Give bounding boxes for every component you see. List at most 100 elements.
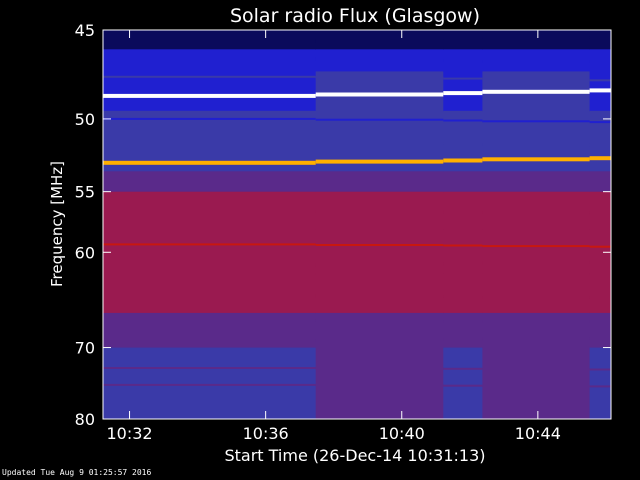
background-cell xyxy=(482,273,591,314)
band-line xyxy=(443,384,483,387)
band-line xyxy=(103,383,316,386)
band-line xyxy=(443,142,483,145)
background-cell xyxy=(589,30,611,50)
band-line xyxy=(443,262,483,265)
band-line xyxy=(482,78,590,81)
background-cell xyxy=(315,110,444,151)
background-cell xyxy=(103,30,317,50)
background-cell xyxy=(443,229,483,275)
band-line xyxy=(103,243,316,246)
background-cell xyxy=(443,171,483,193)
band-line xyxy=(589,337,611,340)
band-line xyxy=(482,320,590,323)
background-cell xyxy=(589,49,611,72)
band-line xyxy=(589,144,611,147)
band-line xyxy=(315,319,444,322)
background-cell xyxy=(589,149,611,172)
band-line xyxy=(103,294,316,297)
band-line xyxy=(482,368,590,371)
band-line xyxy=(482,60,590,63)
background-cell xyxy=(589,229,611,275)
band-line xyxy=(482,157,590,162)
background-cell xyxy=(103,385,317,419)
band-line xyxy=(589,88,611,93)
background-cell xyxy=(443,273,483,314)
y-tick-label: 70 xyxy=(75,339,95,358)
band-line xyxy=(443,338,483,341)
band-line xyxy=(589,385,611,388)
band-line xyxy=(482,245,590,248)
background-cell xyxy=(103,49,317,72)
band-line xyxy=(103,93,316,98)
band-line xyxy=(103,339,316,342)
band-line xyxy=(315,295,444,298)
band-line xyxy=(315,39,444,42)
band-line xyxy=(482,211,590,214)
band-line xyxy=(589,368,611,371)
background-cell xyxy=(589,191,611,230)
background-cell xyxy=(315,49,444,72)
background-cell xyxy=(315,347,444,387)
band-line xyxy=(482,296,590,299)
band-line xyxy=(589,245,611,248)
background-cell xyxy=(482,385,591,419)
band-line xyxy=(589,79,611,82)
background-cell xyxy=(589,110,611,151)
band-line xyxy=(315,384,444,387)
background-cell xyxy=(103,171,317,193)
background-cell xyxy=(315,273,444,314)
background-cell xyxy=(103,273,317,314)
band-line xyxy=(589,61,611,64)
band-line xyxy=(315,367,444,370)
band-line xyxy=(482,36,590,39)
band-line xyxy=(589,34,611,37)
y-tick-label: 55 xyxy=(75,183,95,202)
band-line xyxy=(315,244,444,246)
band-line xyxy=(103,75,316,78)
background-cell xyxy=(315,312,444,349)
band-line xyxy=(589,260,611,263)
background-cell xyxy=(443,191,483,230)
background-cell xyxy=(443,30,483,50)
background-cell xyxy=(482,171,591,193)
band-line xyxy=(103,141,316,144)
x-axis-label: Start Time (26-Dec-14 10:31:13) xyxy=(224,446,485,465)
band-line xyxy=(315,92,444,97)
background-cell xyxy=(103,149,317,172)
spectrogram-plot-area xyxy=(103,30,611,419)
band-line xyxy=(482,385,590,387)
x-tick-label: 10:32 xyxy=(106,424,152,443)
background-cell xyxy=(482,312,591,349)
band-line xyxy=(315,263,444,266)
band-line xyxy=(315,118,444,121)
band-line xyxy=(315,339,444,342)
band-line xyxy=(443,91,483,96)
background-cell xyxy=(103,312,317,349)
band-line xyxy=(482,261,590,264)
band-line xyxy=(103,319,316,322)
band-line xyxy=(315,58,444,61)
background-cell xyxy=(482,191,591,230)
band-line xyxy=(443,37,483,40)
background-cell xyxy=(443,385,483,419)
band-line xyxy=(482,120,590,123)
y-tick-label: 80 xyxy=(75,410,95,429)
band-line xyxy=(589,212,611,215)
band-line xyxy=(315,142,444,144)
background-cell xyxy=(443,347,483,387)
band-line xyxy=(443,320,483,323)
updated-timestamp: Updated Tue Aug 9 01:25:57 2016 xyxy=(2,468,152,477)
background-cell xyxy=(589,312,611,349)
band-line xyxy=(589,156,611,161)
background-cell xyxy=(103,110,317,151)
background-cell xyxy=(589,347,611,387)
band-line xyxy=(315,210,444,213)
band-line xyxy=(103,210,316,212)
band-line xyxy=(315,159,444,164)
band-line xyxy=(482,337,590,340)
band-line xyxy=(443,119,483,122)
background-cell xyxy=(103,71,317,112)
background-cell xyxy=(482,347,591,387)
band-line xyxy=(482,89,590,94)
